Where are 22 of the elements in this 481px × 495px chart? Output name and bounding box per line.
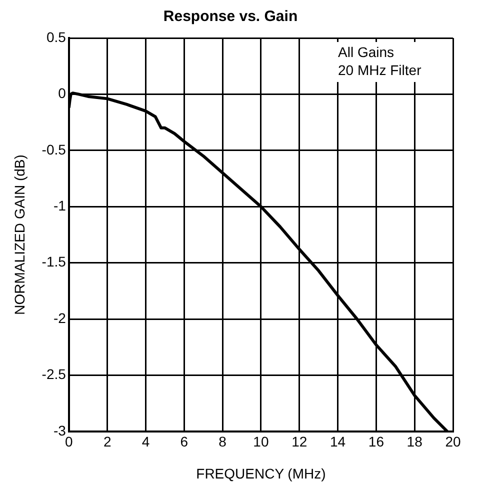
x-tick-label: 8 [218, 434, 227, 450]
annotation: All Gains 20 MHz Filter [338, 44, 422, 78]
x-tick-label: 16 [368, 434, 384, 450]
chart-title: Response vs. Gain [163, 8, 298, 26]
x-axis-title: FREQUENCY (MHz) [196, 465, 326, 482]
x-tick-label: 4 [142, 434, 150, 450]
x-tick-label: 20 [445, 434, 461, 450]
x-tick-label: 12 [292, 434, 308, 450]
x-tick-label: 10 [253, 434, 269, 450]
x-tick-label: 6 [180, 434, 188, 450]
y-tick-label: -3 [53, 422, 66, 438]
y-tick-label: -2 [53, 310, 66, 326]
y-axis-title: NORMALIZED GAIN (dB) [11, 154, 28, 315]
y-tick-label: -1.5 [42, 254, 66, 270]
x-tick-label: 2 [103, 434, 112, 450]
x-tick-label: 14 [330, 434, 346, 450]
y-tick-label: 0 [58, 85, 66, 102]
y-tick-label: 0.5 [46, 28, 66, 45]
y-tick-label: -0.5 [42, 141, 66, 158]
y-tick-label: -2.5 [42, 366, 66, 382]
y-tick-label: -1 [53, 197, 66, 214]
x-tick-label: 18 [406, 434, 423, 450]
